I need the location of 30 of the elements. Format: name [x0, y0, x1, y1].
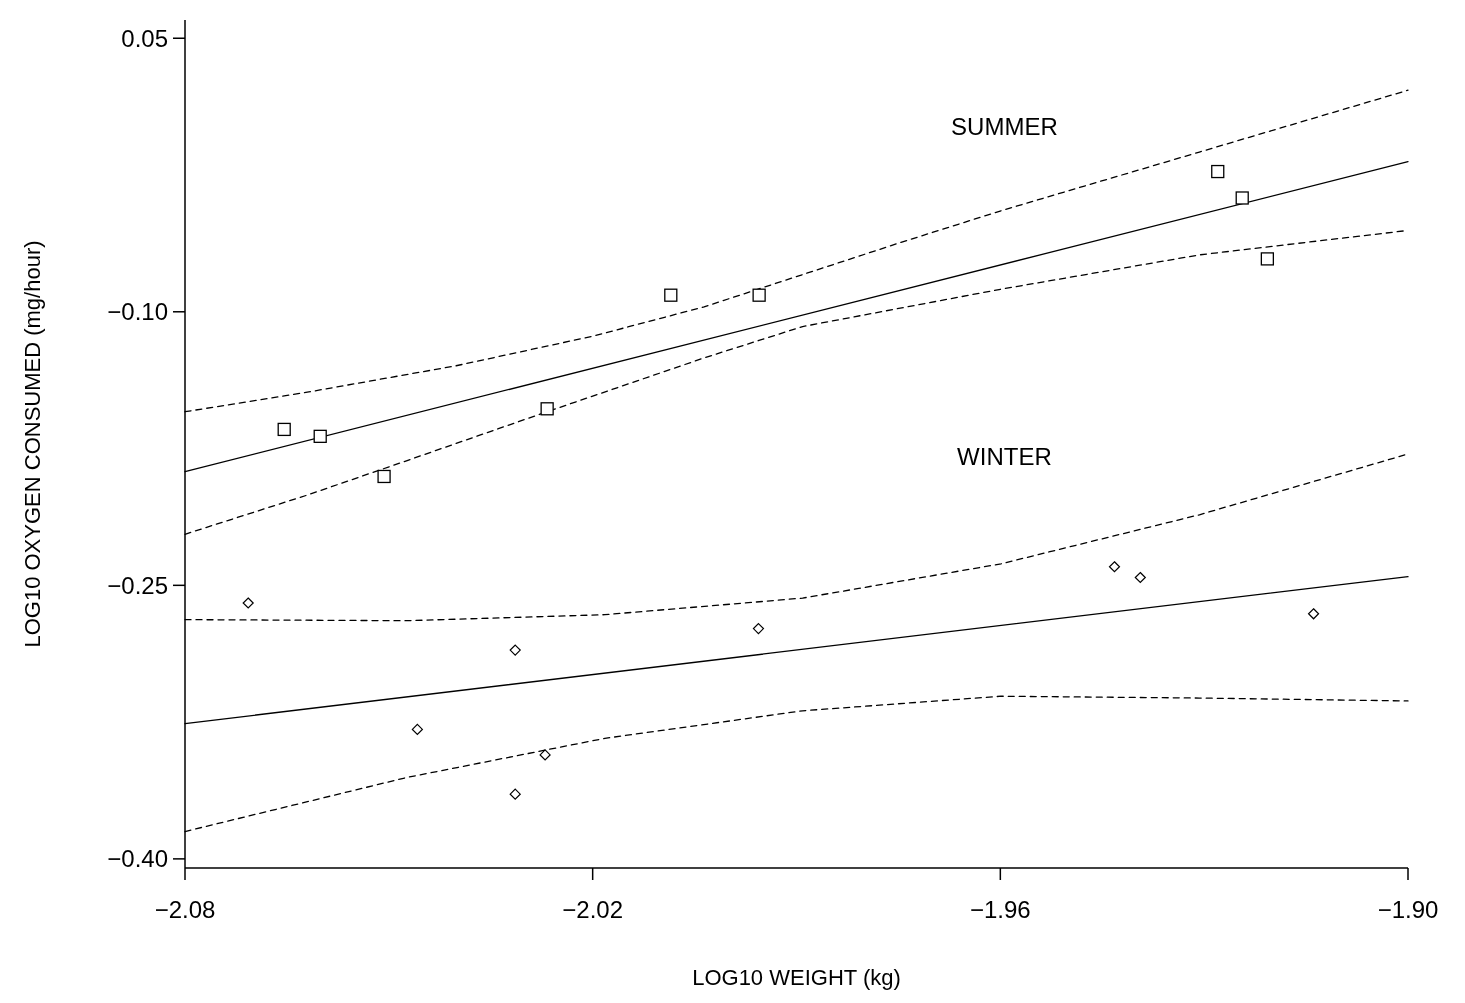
point — [540, 402, 554, 416]
y-axis-title: LOG10 OXYGEN CONSUMED (mg/hour) — [20, 240, 45, 648]
y-tick-label: −0.10 — [107, 298, 168, 326]
point — [277, 422, 291, 437]
x-tick-label: −1.96 — [969, 896, 1031, 923]
annotation: SUMMER — [951, 112, 1058, 140]
point — [1260, 252, 1274, 266]
y-tick-label: −0.40 — [107, 845, 168, 873]
point — [1108, 561, 1121, 573]
point — [1211, 164, 1225, 179]
point — [242, 597, 254, 609]
point — [752, 288, 766, 302]
point — [509, 644, 521, 656]
point — [377, 469, 391, 484]
x-axis-title: LOG10 WEIGHT (kg) — [692, 965, 901, 990]
y-tick-label: 0.05 — [121, 24, 168, 52]
point — [1134, 571, 1146, 584]
point — [509, 788, 521, 800]
point — [1235, 191, 1249, 205]
annotation: WINTER — [957, 443, 1052, 471]
x-tick-label: −2.02 — [562, 896, 624, 923]
point — [411, 723, 423, 735]
point — [664, 288, 678, 302]
point — [752, 622, 765, 635]
x-tick-label: −1.90 — [1377, 896, 1439, 923]
point — [539, 749, 551, 761]
point — [1307, 608, 1320, 620]
y-tick-label: −0.25 — [107, 571, 168, 599]
point — [313, 429, 327, 443]
x-tick-label: −2.08 — [154, 896, 216, 923]
